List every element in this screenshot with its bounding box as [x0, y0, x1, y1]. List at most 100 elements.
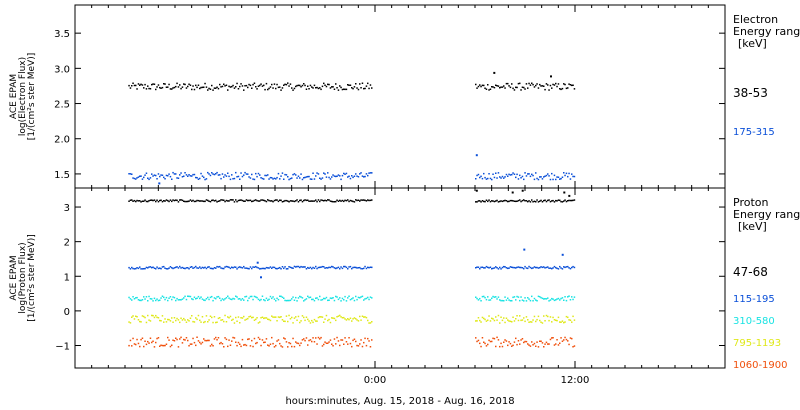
data-point	[141, 178, 144, 180]
data-point	[251, 316, 253, 319]
data-point	[288, 178, 290, 181]
data-point	[339, 314, 341, 317]
data-point	[539, 296, 541, 298]
data-point	[511, 173, 513, 176]
data-point	[152, 314, 154, 317]
data-point	[224, 85, 226, 87]
data-point	[307, 266, 309, 269]
data-point	[269, 266, 272, 268]
data-point	[231, 340, 233, 342]
data-point	[189, 266, 192, 268]
data-point	[556, 298, 558, 300]
data-point	[181, 298, 184, 300]
data-point	[228, 85, 230, 88]
data-point	[504, 266, 506, 268]
data-point	[276, 176, 278, 179]
data-point	[344, 295, 346, 298]
data-point	[532, 83, 534, 86]
data-point	[557, 344, 560, 346]
data-point	[257, 85, 260, 87]
data-point	[507, 319, 509, 321]
data-point	[183, 267, 185, 269]
data-point	[511, 345, 513, 347]
data-point	[491, 178, 493, 181]
data-point	[543, 199, 545, 202]
data-point	[201, 316, 204, 318]
data-point	[324, 318, 326, 320]
data-point	[225, 297, 228, 299]
data-point	[219, 83, 221, 86]
data-point	[173, 199, 176, 202]
data-point	[343, 343, 345, 345]
data-point	[323, 297, 325, 300]
data-point	[128, 84, 130, 87]
data-point	[336, 267, 338, 269]
data-point	[535, 201, 537, 203]
data-point	[217, 174, 220, 176]
data-point	[345, 319, 348, 321]
data-point	[260, 177, 262, 179]
data-point	[228, 317, 230, 319]
data-point	[213, 173, 216, 176]
data-point	[317, 266, 320, 269]
data-point	[369, 266, 372, 268]
data-point	[176, 82, 178, 85]
data-point	[547, 343, 549, 345]
legend-title: Proton	[733, 196, 768, 209]
data-point	[257, 336, 260, 339]
data-point	[344, 199, 346, 202]
data-point	[547, 173, 549, 175]
data-point	[547, 297, 549, 299]
data-point	[559, 299, 561, 301]
data-point	[192, 337, 194, 340]
data-point	[329, 321, 332, 324]
data-point	[543, 298, 545, 300]
data-point	[299, 177, 301, 179]
data-point	[136, 316, 138, 318]
data-point	[277, 86, 280, 89]
data-point	[289, 83, 292, 85]
data-point	[284, 338, 286, 340]
data-point	[515, 86, 517, 89]
series-38-53	[128, 71, 576, 91]
data-point	[224, 174, 226, 176]
data-point	[293, 87, 296, 90]
data-point	[267, 88, 269, 91]
data-point	[521, 299, 524, 301]
data-point	[560, 88, 562, 91]
data-point	[521, 267, 524, 269]
data-point	[240, 345, 242, 348]
data-point	[348, 337, 350, 339]
data-point	[211, 172, 213, 174]
electron-frame	[74, 4, 726, 189]
data-point	[251, 295, 253, 298]
data-point	[133, 177, 136, 180]
data-point	[521, 338, 524, 340]
data-point	[523, 317, 525, 319]
data-point	[300, 320, 302, 322]
data-point	[323, 82, 325, 85]
data-point	[148, 342, 150, 344]
data-point	[563, 191, 566, 194]
data-point	[309, 84, 312, 87]
data-point	[336, 296, 338, 298]
data-point	[241, 317, 244, 319]
legend-title: [keV]	[738, 37, 767, 50]
data-point	[295, 266, 297, 268]
data-point	[164, 200, 166, 202]
data-point	[544, 88, 546, 91]
data-point	[248, 268, 250, 270]
data-point	[485, 199, 488, 201]
data-point	[319, 338, 321, 340]
data-point	[164, 298, 166, 301]
data-point	[171, 298, 173, 301]
data-point	[485, 88, 488, 90]
data-point	[349, 265, 352, 268]
data-point	[256, 341, 258, 344]
data-point	[260, 199, 262, 201]
data-point	[139, 200, 141, 202]
data-point	[187, 267, 189, 269]
data-point	[277, 339, 280, 341]
data-point	[220, 199, 222, 201]
